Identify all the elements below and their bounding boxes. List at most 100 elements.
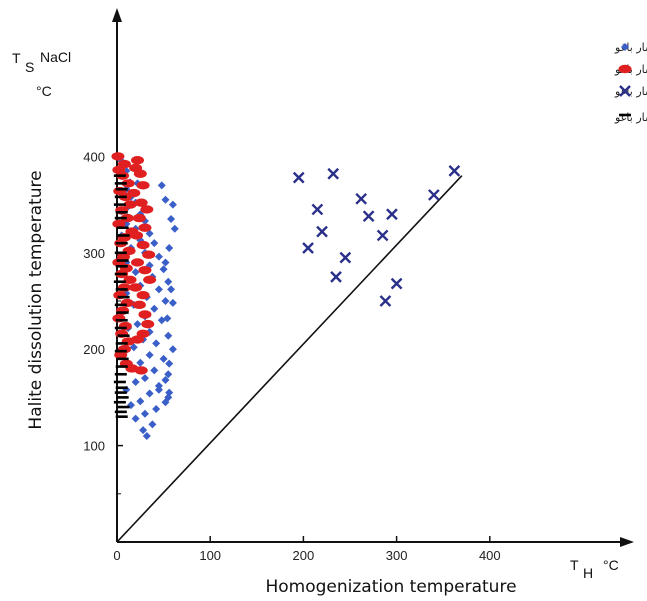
x-stroke [330,271,342,283]
data-point [164,331,173,340]
data-point [114,350,128,360]
data-point [390,277,403,290]
legend-marker [621,43,629,51]
y-unit-sup: NaCl [40,49,71,65]
data-point [164,370,173,379]
y-axis-arrow [112,8,122,22]
data-point [148,420,157,429]
data-point [138,265,152,275]
data-point [165,388,174,397]
data-point [154,385,163,394]
data-point [133,320,142,329]
data-point [355,192,368,205]
data-point [120,213,134,223]
data-point [129,283,143,292]
x-stroke [339,251,352,264]
data-point [112,219,126,229]
reference-line [116,175,463,543]
data-point [127,188,141,198]
data-point [132,300,146,310]
x-stroke [292,171,305,184]
x-stroke [327,167,340,180]
data-point [134,198,148,207]
legend-marker [618,64,632,74]
data-point [150,239,159,248]
data-marks [111,152,461,440]
data-point [152,339,161,348]
series-4 [113,174,130,418]
data-point [165,243,174,252]
data-point [163,314,172,323]
x-unit-main: T [570,557,579,573]
legend-label: سیالات درگیر چندفازی هالیت- اپک داردر کا… [614,111,647,124]
y-tick-label: 400 [83,149,105,164]
data-point [142,431,151,440]
data-point [379,295,392,307]
data-point [140,374,149,383]
y-tick-label: 100 [83,439,105,454]
data-point [131,268,140,277]
data-point [150,366,159,375]
data-point [136,181,150,190]
x-stroke [390,277,403,290]
data-point [131,377,140,386]
data-point [142,250,156,259]
data-point [292,171,305,184]
data-point [311,203,324,216]
data-point [154,252,163,261]
data-point [134,366,148,375]
legend: سیالات درگیر سه فازی هالیت داردر کانی کو… [614,41,647,124]
data-point [161,297,170,305]
x-tick-label: 400 [479,548,501,563]
data-point [161,376,170,385]
data-point [167,285,176,294]
legend-marker [619,85,631,97]
x-stroke [428,189,440,201]
series-2 [111,152,157,375]
data-point [141,319,155,329]
data-point [330,271,342,283]
x-stroke [302,242,314,254]
data-point [168,298,177,307]
x-tick-label: 200 [293,548,315,563]
data-point [131,414,140,423]
x-axis-arrow [620,537,634,547]
y-tick-label: 200 [83,342,105,357]
data-point [302,242,314,254]
data-point [140,409,149,418]
data-point [167,215,176,224]
data-point [129,343,138,352]
data-point [159,354,168,363]
data-point [126,401,135,410]
x-stroke [619,85,631,97]
y-unit-deg: °C [36,83,52,99]
x-unit-sub: H [583,565,593,581]
data-point [428,189,440,201]
data-point [339,251,352,264]
y-unit-main: T [12,50,21,66]
data-point [140,205,154,214]
y-unit-sub: S [25,59,34,75]
data-point [448,165,461,177]
data-point [138,223,152,232]
x-axis-title: Homogenization temperature [265,577,516,597]
x-tick-label: 0 [113,548,120,563]
legend-label: سیالات درگیر سه فازی هالیت داردر کانی کو… [614,41,647,54]
data-point [132,213,146,223]
x-stroke [355,192,368,205]
data-point [123,200,137,209]
data-point [168,200,177,209]
reference-line-path [116,175,463,543]
data-point [136,240,150,250]
x-tick-label: 300 [386,548,408,563]
data-point [136,397,145,406]
data-point [165,359,174,368]
data-point [376,229,389,242]
data-point [161,195,170,204]
data-point [152,404,161,413]
x-stroke [386,208,398,221]
data-point [157,181,166,190]
data-point [136,358,145,367]
axes: 0 100 200 300 400 100 200 300 400 [83,8,634,563]
